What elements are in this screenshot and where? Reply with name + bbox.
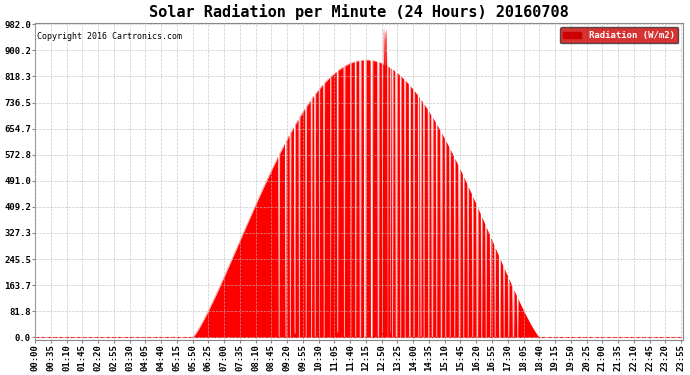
Text: Copyright 2016 Cartronics.com: Copyright 2016 Cartronics.com: [37, 32, 181, 41]
Title: Solar Radiation per Minute (24 Hours) 20160708: Solar Radiation per Minute (24 Hours) 20…: [149, 4, 569, 20]
Legend: Radiation (W/m2): Radiation (W/m2): [560, 27, 678, 44]
